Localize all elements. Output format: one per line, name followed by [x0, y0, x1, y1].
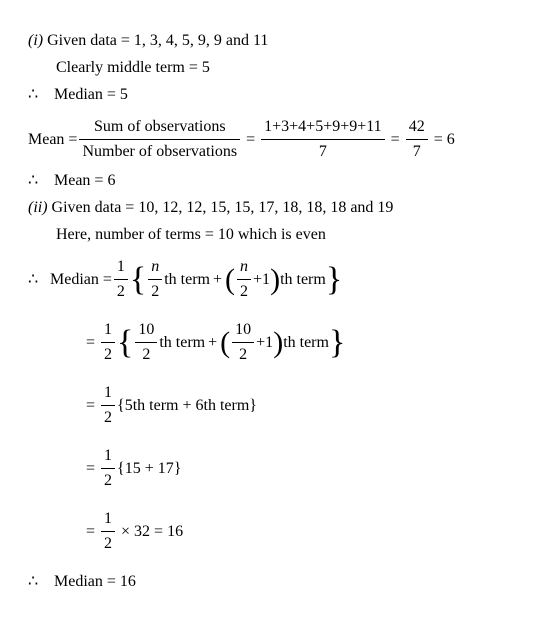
th-1: th term: [164, 268, 210, 292]
half-1: 1 2: [114, 255, 128, 304]
half-2: 1 2: [101, 318, 115, 367]
median-step-2: = 1 2 { 10 2 th term + ( 10 2 +1 ) th te…: [86, 318, 536, 367]
mean-frac-words: Sum of observations Number of observatio…: [79, 115, 240, 164]
step5-text: × 32 = 16: [121, 520, 183, 544]
frac-top: Sum of observations: [79, 115, 240, 140]
th-2: th term: [280, 268, 326, 292]
brace-l-2: {: [117, 326, 133, 360]
sum-n2: 7: [406, 140, 428, 164]
ten-den: 2: [135, 343, 157, 367]
half5-num: 1: [101, 507, 115, 532]
therefore-4: ∴: [28, 570, 50, 594]
n-over-2: n 2: [148, 255, 162, 304]
paren-l-1: (: [225, 265, 235, 295]
frac-bot: Number of observations: [79, 140, 240, 164]
therefore-2: ∴: [28, 169, 50, 193]
median-conclusion-line: ∴ Median = 16: [28, 570, 536, 594]
paren-r-2: ): [273, 328, 283, 358]
paren-l-2: (: [220, 328, 230, 358]
part-i-given: (i) Given data = 1, 3, 4, 5, 9, 9 and 11: [28, 29, 536, 53]
part-i-middle: Clearly middle term = 5: [56, 56, 536, 80]
half-3: 1 2: [101, 381, 115, 430]
half-den: 2: [114, 280, 128, 304]
median-step-3: = 1 2 {5th term + 6th term}: [86, 381, 536, 430]
mean-result: = 6: [434, 128, 455, 152]
ten-over-2b: 10 2: [232, 318, 254, 367]
brace-l-1: {: [130, 263, 146, 297]
part-ii-terms: Here, number of terms = 10 which is even: [56, 223, 536, 247]
plus1-b: +1: [256, 331, 273, 355]
n-den: 2: [148, 280, 162, 304]
median-formula: ∴ Median = 1 2 { n 2 th term + ( n 2 +1 …: [28, 255, 536, 304]
eq-s3: =: [86, 394, 99, 418]
step3-text: {5th term + 6th term}: [117, 394, 257, 418]
sum-val: 42: [406, 115, 428, 140]
half4-num: 1: [101, 444, 115, 469]
ten-den-b: 2: [232, 343, 254, 367]
half-num: 1: [114, 255, 128, 280]
half-5: 1 2: [101, 507, 115, 556]
sum-expr: 1+3+4+5+9+9+11: [261, 115, 385, 140]
n-num: n: [148, 255, 162, 280]
median-step-5: = 1 2 × 32 = 16: [86, 507, 536, 556]
part-i-given-text: Given data = 1, 3, 4, 5, 9, 9 and 11: [47, 32, 268, 49]
therefore-3: ∴: [28, 268, 50, 292]
step4-text: {15 + 17}: [117, 457, 181, 481]
eq-s2: =: [86, 331, 99, 355]
therefore-symbol: ∴: [28, 83, 50, 107]
half4-den: 2: [101, 469, 115, 493]
part-i-median: Median = 5: [54, 86, 128, 103]
eq-s5: =: [86, 520, 99, 544]
plus1-a: +1: [253, 268, 270, 292]
half3-den: 2: [101, 406, 115, 430]
equals-2: =: [387, 128, 404, 152]
equals-1: =: [242, 128, 259, 152]
mean-conclusion: Mean = 6: [54, 172, 115, 189]
part-ii-given: (ii) Given data = 10, 12, 12, 15, 15, 17…: [28, 196, 536, 220]
part-ii-given-text: Given data = 10, 12, 12, 15, 15, 17, 18,…: [52, 199, 394, 216]
th-3: th term: [159, 331, 205, 355]
brace-r-2: }: [329, 326, 345, 360]
median-step-4: = 1 2 {15 + 17}: [86, 444, 536, 493]
half-4: 1 2: [101, 444, 115, 493]
sum-n: 7: [261, 140, 385, 164]
ten-num: 10: [135, 318, 157, 343]
part-ii-label: (ii): [28, 199, 48, 216]
paren-r-1: ): [270, 265, 280, 295]
median-label: Median =: [50, 268, 112, 292]
n-num-b: n: [237, 255, 251, 280]
n-over-2b: n 2: [237, 255, 251, 304]
plus-1: +: [213, 268, 222, 292]
half3-num: 1: [101, 381, 115, 406]
n-den-b: 2: [237, 280, 251, 304]
half2-den: 2: [101, 343, 115, 367]
part-i-median-line: ∴ Median = 5: [28, 83, 536, 107]
mean-frac-sum: 1+3+4+5+9+9+11 7: [261, 115, 385, 164]
plus-2: +: [208, 331, 217, 355]
mean-label: Mean =: [28, 128, 77, 152]
median-conclusion: Median = 16: [54, 573, 136, 590]
eq-s4: =: [86, 457, 99, 481]
half2-num: 1: [101, 318, 115, 343]
part-i-label: (i): [28, 32, 43, 49]
mean-frac-val: 42 7: [406, 115, 428, 164]
brace-r-1: }: [326, 263, 342, 297]
half5-den: 2: [101, 532, 115, 556]
th-4: th term: [283, 331, 329, 355]
mean-equation: Mean = Sum of observations Number of obs…: [28, 115, 536, 164]
mean-conclusion-line: ∴ Mean = 6: [28, 169, 536, 193]
ten-num-b: 10: [232, 318, 254, 343]
ten-over-2: 10 2: [135, 318, 157, 367]
